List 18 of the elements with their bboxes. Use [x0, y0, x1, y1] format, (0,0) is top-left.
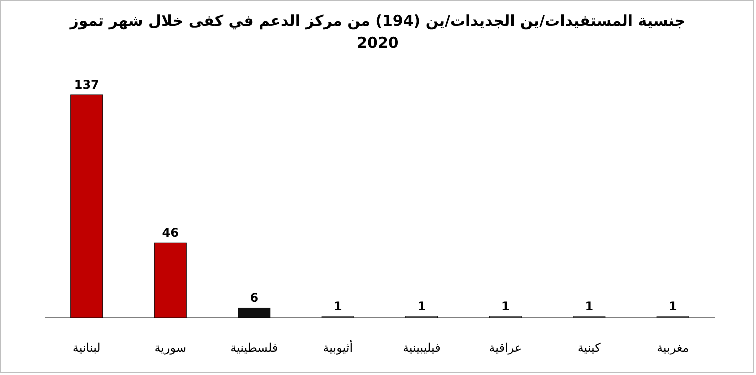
data-label: 1: [334, 299, 342, 314]
x-tick-label: فلسطينية: [230, 341, 278, 355]
x-tick-label: مغربية: [657, 341, 690, 355]
data-label: 6: [250, 291, 259, 306]
title: جنسية المستفيدات/ين الجديدات/ين (194) من مركز الدعم في كفى خلال شهر تموز: [70, 12, 686, 30]
x-tick-label: أثيوبية: [323, 341, 354, 355]
x-tick-label: عراقية: [489, 341, 522, 355]
data-label: 46: [162, 226, 179, 240]
data-label: 1: [585, 299, 594, 314]
x-tick-label: لبنانية: [72, 341, 101, 355]
title: 2020: [357, 34, 399, 52]
data-label: 1: [668, 299, 678, 314]
data-label: 137: [74, 78, 100, 92]
x-tick-label: فيليبينية: [402, 341, 441, 355]
data-label: 1: [418, 299, 426, 314]
data-label: 1: [501, 299, 510, 314]
x-tick-label: كينية: [578, 341, 601, 355]
x-tick-label: سورية: [154, 341, 187, 355]
